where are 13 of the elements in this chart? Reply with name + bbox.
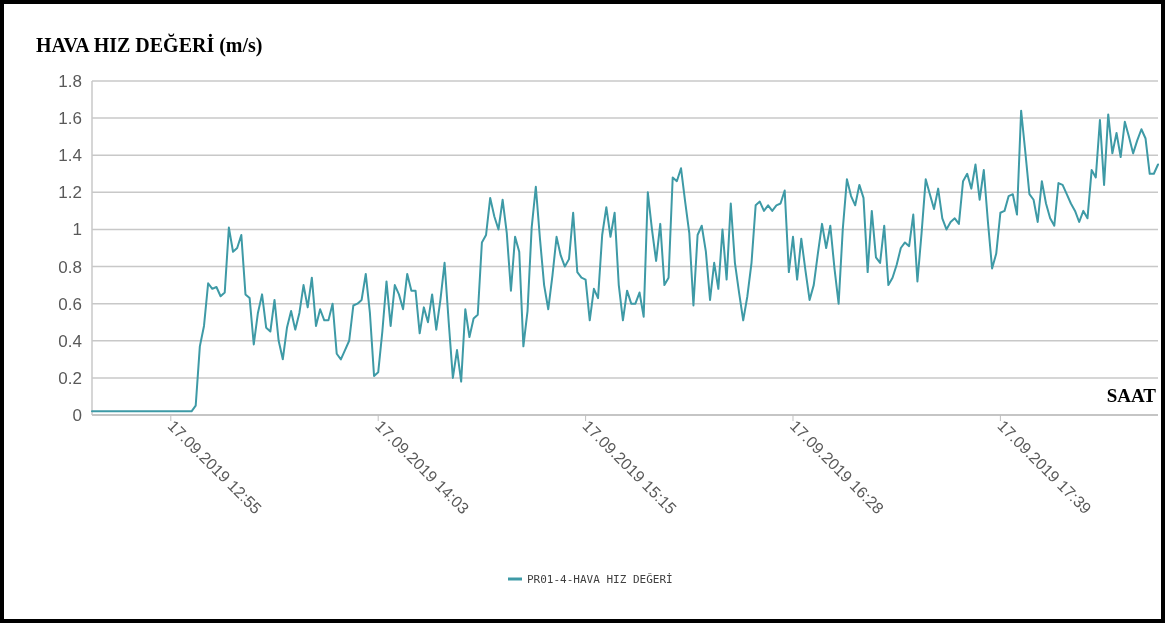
legend-label: PR01-4-HAVA HIZ DEĞERİ bbox=[527, 572, 673, 586]
y-tick-label: 0 bbox=[72, 405, 82, 425]
y-tick-label: 0.2 bbox=[58, 368, 82, 388]
y-tick-label: 1.2 bbox=[58, 183, 82, 203]
y-tick-label: 0.4 bbox=[58, 331, 82, 351]
y-tick-label: 1 bbox=[72, 220, 82, 240]
x-axis-title: SAAT bbox=[1106, 385, 1157, 406]
chart-title: HAVA HIZ DEĞERİ (m/s) bbox=[36, 33, 263, 57]
y-tick-label: 1.6 bbox=[58, 109, 82, 129]
y-tick-label: 0.8 bbox=[58, 257, 82, 277]
y-tick-label: 1.4 bbox=[58, 146, 82, 166]
y-tick-label: 1.8 bbox=[58, 71, 82, 91]
y-tick-label: 0.6 bbox=[58, 294, 82, 314]
